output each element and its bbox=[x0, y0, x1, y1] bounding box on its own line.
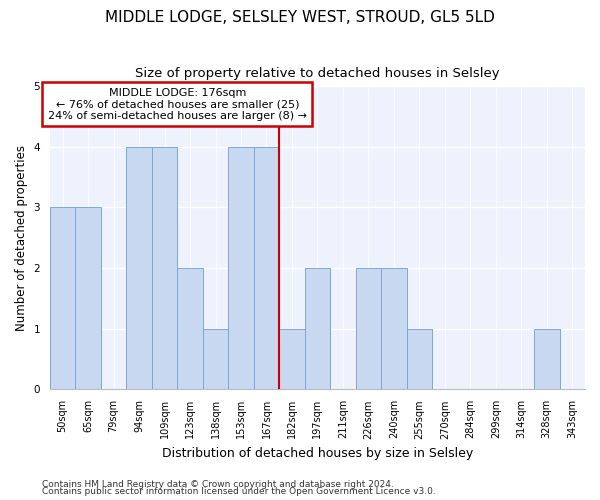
Text: MIDDLE LODGE: 176sqm
← 76% of detached houses are smaller (25)
24% of semi-detac: MIDDLE LODGE: 176sqm ← 76% of detached h… bbox=[48, 88, 307, 121]
Bar bbox=[203, 328, 228, 390]
Bar bbox=[381, 268, 407, 390]
Text: MIDDLE LODGE, SELSLEY WEST, STROUD, GL5 5LD: MIDDLE LODGE, SELSLEY WEST, STROUD, GL5 … bbox=[105, 10, 495, 25]
Bar bbox=[76, 208, 101, 390]
Bar bbox=[152, 146, 178, 390]
Text: Contains public sector information licensed under the Open Government Licence v3: Contains public sector information licen… bbox=[42, 488, 436, 496]
Bar bbox=[228, 146, 254, 390]
X-axis label: Distribution of detached houses by size in Selsley: Distribution of detached houses by size … bbox=[162, 447, 473, 460]
Bar bbox=[127, 146, 152, 390]
Bar bbox=[305, 268, 330, 390]
Y-axis label: Number of detached properties: Number of detached properties bbox=[15, 144, 28, 330]
Bar bbox=[407, 328, 432, 390]
Text: Contains HM Land Registry data © Crown copyright and database right 2024.: Contains HM Land Registry data © Crown c… bbox=[42, 480, 394, 489]
Bar bbox=[279, 328, 305, 390]
Title: Size of property relative to detached houses in Selsley: Size of property relative to detached ho… bbox=[135, 68, 500, 80]
Bar bbox=[178, 268, 203, 390]
Bar bbox=[254, 146, 279, 390]
Bar bbox=[356, 268, 381, 390]
Bar bbox=[534, 328, 560, 390]
Bar bbox=[50, 208, 76, 390]
